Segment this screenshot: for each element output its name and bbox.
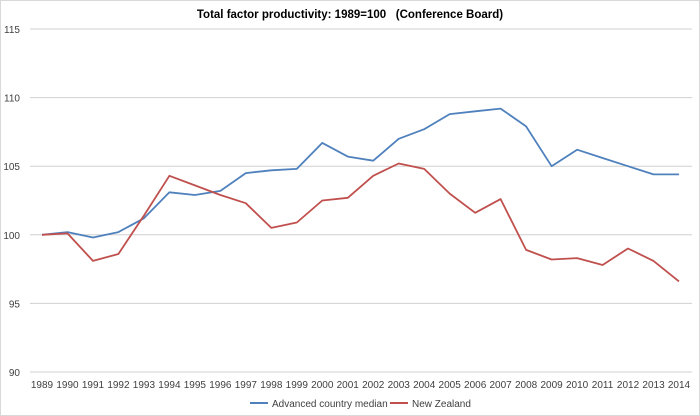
legend-label: Advanced country median <box>272 399 388 410</box>
y-tick-label: 115 <box>4 25 20 36</box>
x-tick-label: 1998 <box>260 380 283 391</box>
y-tick-label: 95 <box>9 299 21 310</box>
x-tick-label: 1990 <box>56 380 79 391</box>
x-tick-label: 2004 <box>413 380 436 391</box>
y-tick-label: 90 <box>9 368 21 379</box>
x-tick-label: 1992 <box>107 380 130 391</box>
x-tick-label: 2011 <box>592 380 614 391</box>
x-tick-label: 1995 <box>184 380 207 391</box>
x-tick-label: 2006 <box>464 380 487 391</box>
x-tick-label: 2000 <box>311 380 334 391</box>
x-tick-label: 1996 <box>209 380 232 391</box>
x-tick-label: 2014 <box>668 380 691 391</box>
x-tick-label: 2010 <box>566 380 589 391</box>
x-tick-label: 2007 <box>490 380 513 391</box>
x-tick-label: 1999 <box>286 380 309 391</box>
x-tick-label: 2008 <box>515 380 538 391</box>
x-tick-label: 1994 <box>158 380 181 391</box>
x-tick-label: 2005 <box>439 380 462 391</box>
y-tick-label: 110 <box>4 94 20 105</box>
x-tick-label: 1993 <box>133 380 156 391</box>
x-tick-label: 2009 <box>540 380 563 391</box>
x-tick-label: 2003 <box>388 380 411 391</box>
x-tick-label: 1989 <box>31 380 54 391</box>
series-line-0 <box>41 107 679 239</box>
chart-title: Total factor productivity: 1989=100 (Con… <box>197 9 503 21</box>
x-tick-label: 2012 <box>617 380 640 391</box>
series-line-1 <box>41 162 680 283</box>
legend-label: New Zealand <box>412 399 471 410</box>
x-tick-label: 2013 <box>642 380 665 391</box>
y-tick-label: 105 <box>3 162 20 173</box>
x-tick-label: 2002 <box>362 380 385 391</box>
x-tick-label: 2001 <box>337 380 360 391</box>
y-tick-label: 100 <box>3 231 20 242</box>
x-tick-label: 1997 <box>235 380 258 391</box>
x-tick-label: 1991 <box>82 380 105 391</box>
